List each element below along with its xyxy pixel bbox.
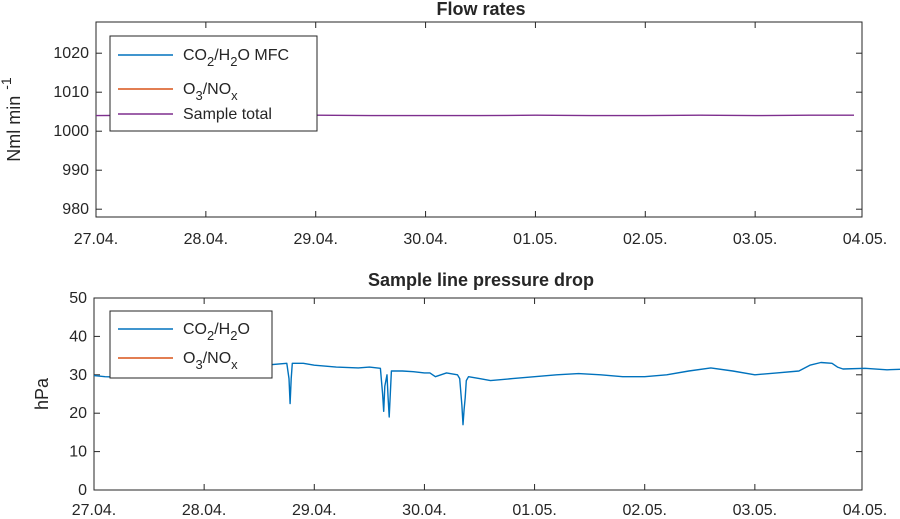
x-tick-label: 01.05. — [513, 231, 557, 248]
x-tick-label: 29.04. — [293, 231, 337, 248]
chart-panel-2: Sample line pressure drop 0 10 20 30 40 50 27.0… — [32, 270, 900, 519]
legend-entry: Sample total — [183, 106, 272, 123]
y-tick-label: 1010 — [53, 84, 89, 101]
x-tick-label: 04.05. — [843, 502, 887, 519]
x-tick-label: 30.04. — [402, 502, 446, 519]
x-tick-label: 30.04. — [403, 231, 447, 248]
x-tick-label: 01.05. — [512, 502, 556, 519]
chart-title: Flow rates — [436, 0, 525, 19]
legend: CO2/H2O O3/NOx — [109, 310, 273, 379]
legend-entry: CO2/H2O MFC — [183, 47, 289, 69]
legend-box — [109, 310, 273, 379]
y-axis-label: Nml min-1 — [0, 77, 24, 162]
y-tick-label: 990 — [62, 162, 89, 179]
x-tick-label: 28.04. — [182, 502, 226, 519]
legend-entry: O3/NOx — [183, 81, 238, 103]
legend-box — [109, 35, 318, 132]
chart-panel-1: Flow rates 980 990 1000 1010 1020 27.04. 28.04.… — [0, 0, 887, 248]
x-tick-label: 02.05. — [622, 502, 666, 519]
y-axis-label: hPa — [32, 377, 52, 410]
x-tick-label: 27.04. — [72, 502, 116, 519]
x-tick-label: 29.04. — [292, 502, 336, 519]
y-tick-label: 0 — [78, 482, 87, 499]
x-tick-label: 27.04. — [74, 231, 118, 248]
y-tick-label: 50 — [69, 290, 87, 307]
legend: CO2/H2O MFC O3/NOx Sample total — [109, 35, 318, 132]
y-tick-label: 40 — [69, 328, 87, 345]
chart-title: Sample line pressure drop — [368, 270, 594, 290]
y-tick-label: 1020 — [53, 45, 89, 62]
y-tick-label: 20 — [69, 405, 87, 422]
y-tick-label: 10 — [69, 444, 87, 461]
x-tick-label: 04.05. — [843, 231, 887, 248]
legend-entry: O3/NOx — [183, 350, 238, 372]
x-tick-label: 02.05. — [623, 231, 667, 248]
x-tick-label: 03.05. — [733, 502, 777, 519]
x-tick-label: 03.05. — [733, 231, 777, 248]
series-line-co2-h2o — [93, 361, 900, 426]
legend-entry: CO2/H2O — [183, 321, 250, 343]
y-tick-label: 30 — [69, 367, 87, 384]
y-tick-label: 980 — [62, 201, 89, 218]
y-tick-label: 1000 — [53, 123, 89, 140]
x-tick-label: 28.04. — [184, 231, 228, 248]
